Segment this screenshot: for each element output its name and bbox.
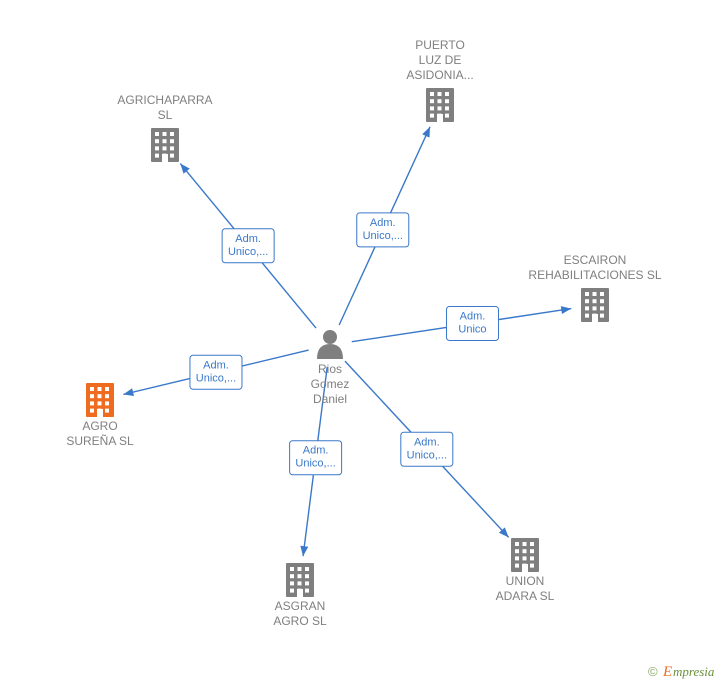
node-label-puerto_luz: PUERTOLUZ DEASIDONIA... — [406, 38, 473, 82]
edge-label-text: Unico — [458, 323, 486, 335]
building-icon[interactable] — [86, 383, 114, 417]
edge-label-text: Unico,... — [196, 372, 236, 384]
svg-text:E: E — [662, 664, 672, 680]
edge-label-text: Unico,... — [363, 230, 403, 242]
arrow-head — [123, 388, 134, 396]
svg-text:Daniel: Daniel — [313, 392, 347, 406]
svg-text:AGRO SL: AGRO SL — [273, 614, 327, 628]
edge-label-text: Adm. — [203, 359, 229, 371]
node-label-agro_surena: AGROSUREÑA SL — [66, 419, 134, 448]
edge-label-text: Unico,... — [228, 246, 268, 258]
svg-text:UNION: UNION — [506, 574, 545, 588]
building-icon[interactable] — [151, 128, 179, 162]
building-icon[interactable] — [581, 288, 609, 322]
node-label-asgran: ASGRANAGRO SL — [273, 599, 327, 628]
svg-text:Gomez: Gomez — [311, 377, 350, 391]
edge-label-text: Unico,... — [295, 458, 335, 470]
arrow-head — [561, 306, 571, 314]
person-icon[interactable] — [317, 330, 343, 359]
svg-text:SUREÑA SL: SUREÑA SL — [66, 434, 134, 448]
svg-text:©: © — [648, 664, 658, 679]
svg-text:PUERTO: PUERTO — [415, 38, 465, 52]
edge-label-text: Unico,... — [407, 449, 447, 461]
edge-label-text: Adm. — [414, 436, 440, 448]
edge-label-text: Adm. — [303, 445, 329, 457]
edge-label-text: Adm. — [370, 217, 396, 229]
node-label-escairon: ESCAIRONREHABILITACIONES SL — [528, 253, 661, 282]
building-icon[interactable] — [286, 563, 314, 597]
center-label: RiosGomezDaniel — [311, 362, 350, 406]
svg-text:SL: SL — [158, 108, 173, 122]
svg-text:REHABILITACIONES SL: REHABILITACIONES SL — [528, 268, 661, 282]
svg-text:ASGRAN: ASGRAN — [275, 599, 326, 613]
footer-brand: © Empresia — [648, 664, 715, 680]
arrow-head — [300, 546, 308, 556]
building-icon[interactable] — [511, 538, 539, 572]
svg-text:AGRICHAPARRA: AGRICHAPARRA — [117, 93, 212, 107]
svg-text:LUZ DE: LUZ DE — [419, 53, 462, 67]
svg-text:Rios: Rios — [318, 362, 342, 376]
node-label-union_adara: UNIONADARA SL — [496, 574, 555, 603]
network-diagram: Adm.Unico,...Adm.Unico,...Adm.UnicoAdm.U… — [0, 0, 728, 685]
svg-text:ESCAIRON: ESCAIRON — [564, 253, 627, 267]
svg-text:ADARA SL: ADARA SL — [496, 589, 555, 603]
edge-label-text: Adm. — [235, 233, 261, 245]
node-label-agrichaparra: AGRICHAPARRASL — [117, 93, 212, 122]
svg-text:mpresia: mpresia — [673, 664, 715, 679]
arrow-head — [422, 127, 430, 138]
svg-text:AGRO: AGRO — [82, 419, 117, 433]
edge-label-text: Adm. — [460, 310, 486, 322]
building-icon[interactable] — [426, 88, 454, 122]
svg-text:ASIDONIA...: ASIDONIA... — [406, 68, 473, 82]
